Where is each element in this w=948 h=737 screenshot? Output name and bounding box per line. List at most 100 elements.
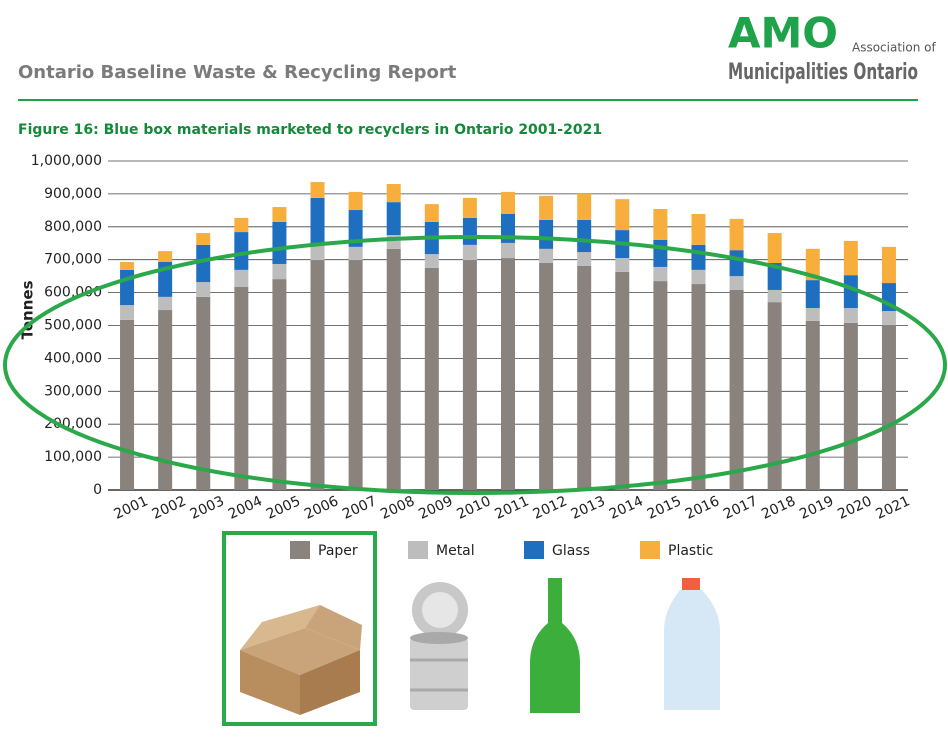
bar-segment [158, 251, 173, 263]
bar-segment [691, 284, 706, 490]
x-tick-label: 2014 [607, 493, 646, 523]
bar-segment [729, 250, 744, 277]
bar-segment [615, 258, 630, 272]
bar-segment [462, 244, 477, 261]
x-tick-label: 2016 [683, 493, 722, 523]
y-tick-label: 900,000 [44, 186, 102, 202]
y-tick-label: 700,000 [44, 252, 102, 268]
x-tick-label: 2008 [378, 493, 417, 523]
x-tick-label: 2002 [150, 493, 189, 523]
y-tick-label: 1,000,000 [31, 153, 102, 169]
bar-segment [691, 244, 706, 270]
bar-segment [539, 195, 554, 220]
bar-segment [767, 233, 782, 263]
bar-segment [424, 254, 439, 268]
y-tick-label: 500,000 [44, 318, 102, 334]
x-tick-label: 2012 [531, 493, 570, 523]
y-tick-label: 600,000 [44, 285, 102, 301]
bar-segment [881, 311, 896, 325]
bar-segment [539, 219, 554, 249]
bar-segment [577, 252, 592, 266]
x-tick-label: 2015 [645, 493, 684, 523]
can-icon [410, 582, 468, 710]
legend-label: Plastic [668, 543, 713, 559]
x-tick-label: 2005 [264, 493, 303, 523]
legend-swatch [290, 541, 310, 559]
bar-segment [196, 233, 211, 245]
x-tick-label: 2009 [416, 493, 455, 523]
chart-title: Figure 16: Blue box materials marketed t… [18, 122, 602, 138]
bar-segment [234, 232, 249, 270]
bar-segment [501, 258, 515, 490]
bar-segment [653, 209, 668, 240]
bar-segment [272, 207, 287, 222]
bar-segment [843, 240, 858, 276]
y-tick-label: 100,000 [44, 449, 102, 465]
bar-segment [272, 263, 287, 280]
bar-segment [196, 296, 211, 490]
bar-segment [462, 217, 477, 245]
bar-segment [767, 289, 782, 303]
x-tick-label: 2003 [188, 493, 227, 523]
legend-swatch [524, 541, 544, 559]
x-tick-label: 2006 [302, 493, 341, 523]
bar-segment [501, 191, 515, 214]
bar-segment [196, 244, 211, 283]
x-tick-label: 2017 [721, 493, 760, 523]
bar-segment [462, 260, 477, 490]
bar-segment [386, 202, 401, 236]
y-tick-label: 400,000 [44, 350, 102, 366]
bar-segment [386, 184, 401, 203]
plot: 0 100,000 200,000 300,000 400,000 500,000 600,… [31, 153, 912, 559]
bar-segment [881, 324, 896, 490]
bar-segment [843, 308, 858, 323]
legend-swatch [408, 541, 428, 559]
bar-segment [805, 248, 820, 281]
logo-line: Municipalities Ontario [728, 60, 918, 85]
logo-line: Association of [852, 41, 936, 55]
bar-segment [691, 213, 706, 245]
bar-segment [234, 217, 249, 233]
bar-segment [158, 296, 173, 311]
y-tick-label: 0 [93, 482, 102, 498]
bar-segment [348, 191, 363, 211]
x-tick-label: 2020 [835, 493, 874, 523]
logo-mark: AMO [728, 9, 838, 58]
bar-segment [843, 322, 858, 490]
x-tick-label: 2013 [569, 493, 608, 523]
x-tick-label: 2010 [454, 493, 493, 523]
bar-segment [615, 271, 630, 490]
x-tick-label: 2007 [340, 493, 379, 523]
bar-segment [234, 269, 249, 288]
bar-segment [843, 275, 858, 309]
x-tick-label: 2021 [873, 493, 912, 523]
legend-swatch [640, 541, 660, 559]
bar-segment [767, 302, 782, 490]
bar-segment [501, 242, 515, 259]
bar-segment [539, 262, 554, 490]
x-tick-label: 2004 [226, 493, 265, 523]
legend-label: Metal [436, 543, 475, 559]
bar-segment [272, 221, 287, 264]
x-tick-label: 2001 [112, 493, 151, 523]
bar-segment [348, 210, 363, 247]
bar-segment [653, 239, 668, 267]
bar-segment [729, 218, 744, 251]
bar-segment [120, 319, 135, 490]
bar-segment [310, 182, 325, 198]
bar-segment [805, 320, 820, 490]
bar-segment [310, 260, 325, 490]
bar-segment [424, 267, 439, 490]
x-tick-label: 2019 [797, 493, 836, 523]
bar-segment [386, 248, 401, 490]
x-tick-label: 2018 [759, 493, 798, 523]
bar-segment [767, 262, 782, 290]
bar-segment [729, 276, 744, 290]
bar-segment [348, 246, 363, 261]
bar-segment [653, 266, 668, 282]
bar-segment [196, 282, 211, 297]
bar-segment [615, 199, 630, 231]
bar-segment [120, 269, 135, 306]
bar-segment [577, 219, 592, 253]
